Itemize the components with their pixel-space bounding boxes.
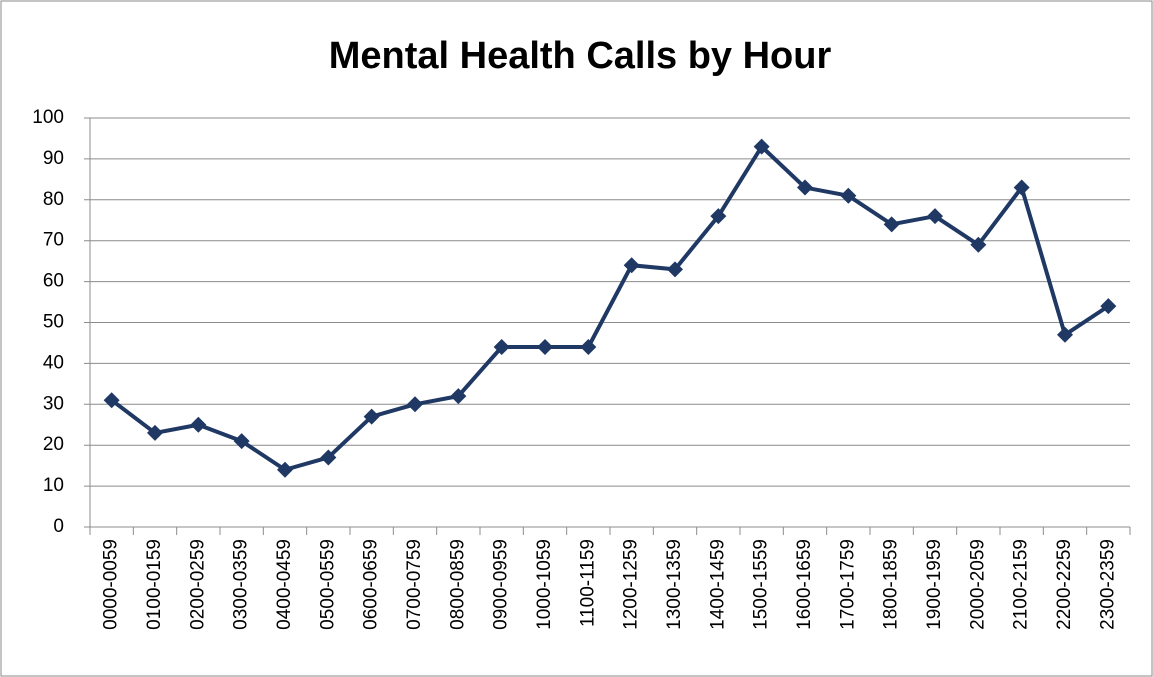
y-tick-label: 50 <box>43 312 64 333</box>
marker <box>147 424 163 441</box>
marker <box>753 138 770 155</box>
marker <box>233 433 250 450</box>
marker <box>190 416 207 433</box>
y-tick-label: 100 <box>32 107 64 128</box>
x-tick-label: 0000-0059 <box>101 539 122 630</box>
marker <box>277 461 293 478</box>
x-tick-label: 1300-1359 <box>664 539 685 630</box>
x-tick-label: 1900-1959 <box>924 539 945 630</box>
x-tick-label: 1500-1559 <box>751 539 772 630</box>
marker <box>537 339 553 356</box>
marker <box>883 216 900 233</box>
x-tick-label: 2000-2059 <box>967 539 988 630</box>
marker <box>450 388 467 405</box>
marker <box>623 257 640 274</box>
marker <box>797 179 813 196</box>
marker <box>927 208 943 225</box>
y-tick-label: 40 <box>43 352 64 373</box>
marker <box>363 408 380 425</box>
x-tick-label: 1600-1659 <box>794 539 815 630</box>
y-tick-label: 60 <box>43 271 64 292</box>
y-tick-label: 80 <box>43 189 64 210</box>
marker <box>1013 179 1030 196</box>
marker <box>103 392 120 409</box>
marker <box>320 449 337 466</box>
marker <box>667 261 683 278</box>
x-tick-label: 0100-0159 <box>144 539 165 630</box>
x-tick-label: 1000-1059 <box>534 539 555 630</box>
marker <box>580 339 597 356</box>
x-tick-label: 2100-2159 <box>1011 539 1032 630</box>
x-tick-label: 0800-0859 <box>447 539 468 630</box>
marker <box>1057 326 1073 343</box>
x-tick-label: 1100-1159 <box>577 539 598 627</box>
marker <box>1100 298 1117 315</box>
marker <box>710 208 727 225</box>
x-tick-label: 1800-1859 <box>881 539 902 630</box>
x-tick-label: 0600-0659 <box>361 539 382 630</box>
x-tick-label: 2200-2259 <box>1054 539 1075 630</box>
x-tick-label: 0200-0259 <box>187 539 208 630</box>
x-tick-label: 1700-1759 <box>837 539 858 630</box>
x-tick-label: 2300-2359 <box>1097 539 1118 630</box>
x-tick-label: 1200-1259 <box>621 539 642 630</box>
x-tick-label: 0500-0559 <box>317 539 338 630</box>
y-tick-label: 0 <box>53 516 64 537</box>
marker <box>493 339 510 356</box>
y-tick-label: 70 <box>43 230 64 251</box>
data-line <box>110 144 1110 472</box>
marker <box>970 236 987 253</box>
marker <box>840 187 857 204</box>
y-tick-label: 20 <box>43 434 64 455</box>
x-tick-label: 1400-1459 <box>707 539 728 630</box>
x-tick-label: 0300-0359 <box>231 539 252 630</box>
y-tick-label: 30 <box>43 393 64 414</box>
x-tick-label: 0700-0759 <box>404 539 425 630</box>
marker <box>407 396 423 413</box>
chart-title: Mental Health Calls by Hour <box>329 35 832 77</box>
x-tick-label: 0900-0959 <box>491 539 512 630</box>
y-tick-label: 90 <box>43 148 64 169</box>
x-tick-label: 0400-0459 <box>274 539 295 630</box>
y-tick-label: 10 <box>43 475 64 496</box>
